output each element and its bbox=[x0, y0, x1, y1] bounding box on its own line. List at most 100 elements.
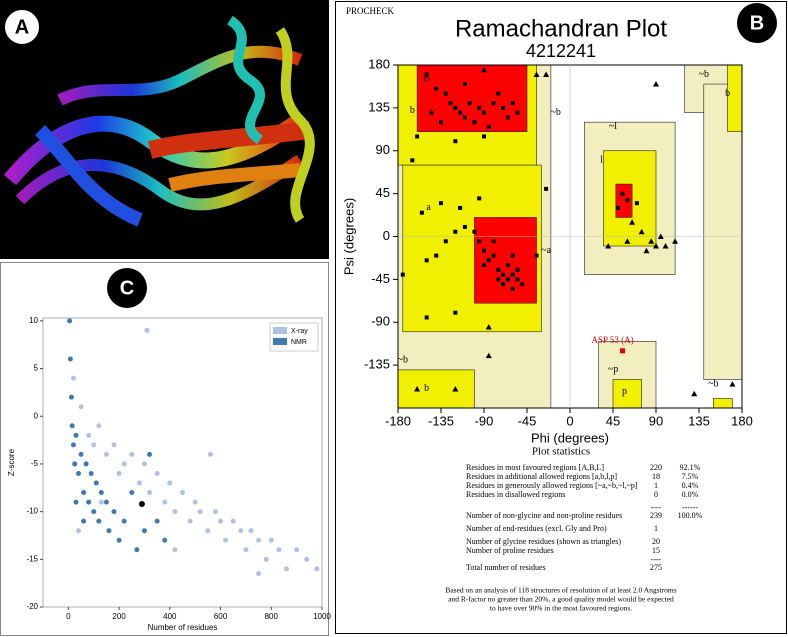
residue-point bbox=[434, 86, 439, 91]
stats-label: Residues in generously allowed regions [… bbox=[466, 481, 638, 490]
y-tick-label: 0 bbox=[34, 411, 39, 420]
legend-swatch bbox=[273, 327, 287, 334]
data-point bbox=[197, 509, 203, 515]
allowed-region bbox=[397, 369, 475, 409]
data-point bbox=[283, 566, 289, 572]
residue-point bbox=[462, 115, 467, 120]
stats-count: 1 bbox=[654, 524, 658, 533]
data-point bbox=[103, 499, 109, 505]
residue-point bbox=[443, 91, 448, 96]
glycine-point bbox=[662, 243, 669, 249]
data-point bbox=[167, 480, 173, 486]
data-point bbox=[73, 432, 79, 438]
residue-point bbox=[496, 277, 501, 282]
stats-label: Number of proline residues bbox=[466, 546, 554, 555]
y-tick-label: -5 bbox=[31, 459, 39, 468]
outlier-label: ASP 53 (A) bbox=[591, 335, 633, 345]
data-point bbox=[256, 537, 262, 543]
data-point bbox=[129, 490, 135, 496]
x-tick-label: 200 bbox=[112, 612, 126, 621]
residue-point bbox=[510, 272, 515, 277]
stats-count: 1 bbox=[654, 481, 658, 490]
data-point bbox=[147, 451, 153, 457]
data-point bbox=[263, 556, 269, 562]
residue-point bbox=[472, 120, 477, 125]
y-axis-label: Z-score bbox=[7, 448, 16, 476]
data-point bbox=[73, 499, 79, 505]
y-tick-label: -15 bbox=[26, 554, 38, 563]
stats-percent: 92.1% bbox=[680, 463, 701, 472]
residue-point bbox=[510, 286, 515, 291]
data-point bbox=[180, 490, 185, 496]
data-point bbox=[192, 499, 198, 505]
x-tick-label: 1000 bbox=[313, 612, 331, 621]
residue-point bbox=[429, 110, 434, 115]
data-point bbox=[116, 537, 122, 543]
residue-point bbox=[496, 267, 501, 272]
data-point bbox=[314, 566, 320, 572]
data-point bbox=[70, 442, 76, 448]
stats-note: to have over 90% in the most favoured re… bbox=[490, 604, 632, 613]
data-point bbox=[172, 547, 178, 553]
data-point bbox=[141, 461, 147, 467]
glycine-point bbox=[414, 385, 421, 392]
glycine-point bbox=[648, 238, 655, 244]
glycine-point bbox=[605, 243, 612, 249]
data-point bbox=[223, 537, 229, 543]
residue-point bbox=[482, 248, 486, 253]
x-tick-label: -180 bbox=[385, 413, 411, 428]
data-point bbox=[230, 518, 236, 524]
glycine-point bbox=[485, 352, 492, 359]
residue-point bbox=[453, 105, 458, 110]
residue-point bbox=[482, 134, 486, 139]
residue-point bbox=[477, 196, 482, 201]
data-point bbox=[81, 518, 87, 524]
residue-point bbox=[400, 272, 405, 277]
x-axis-label: Phi (degrees) bbox=[531, 430, 609, 445]
y-tick-label: -45 bbox=[371, 271, 390, 286]
glycine-point bbox=[657, 233, 664, 239]
residue-point bbox=[534, 253, 539, 258]
y-tick-label: 45 bbox=[376, 185, 390, 200]
region-label: b bbox=[725, 88, 730, 99]
stats-percent: 7.5% bbox=[682, 472, 699, 481]
y-tick-label: 180 bbox=[368, 56, 390, 71]
data-point bbox=[86, 432, 92, 438]
residue-point bbox=[458, 205, 463, 210]
data-point bbox=[91, 442, 97, 448]
residue-point bbox=[453, 139, 458, 144]
data-point bbox=[98, 490, 104, 496]
glycine-point bbox=[624, 238, 631, 244]
residue-point bbox=[424, 315, 429, 320]
panel-label: A B C bbox=[3, 3, 777, 308]
glycine-point bbox=[653, 81, 659, 87]
residue-point bbox=[501, 282, 506, 287]
data-point bbox=[67, 318, 73, 324]
residue-point bbox=[462, 224, 467, 229]
data-point bbox=[88, 470, 94, 476]
stats-label: Number of glycine residues (shown as tri… bbox=[466, 537, 621, 546]
data-point bbox=[69, 423, 75, 429]
stats-count: 20 bbox=[652, 537, 660, 546]
x-tick-label: 45 bbox=[606, 413, 620, 428]
residue-point bbox=[424, 72, 429, 77]
x-tick-label: 90 bbox=[649, 413, 663, 428]
data-point bbox=[238, 528, 244, 534]
data-point bbox=[256, 571, 262, 577]
data-point bbox=[72, 461, 78, 467]
stats-count: 275 bbox=[650, 563, 662, 572]
residue-point bbox=[462, 82, 467, 87]
data-point bbox=[86, 499, 92, 505]
data-point bbox=[136, 480, 142, 486]
x-tick-label: -45 bbox=[518, 413, 537, 428]
data-point bbox=[276, 547, 282, 553]
y-tick-label: 135 bbox=[368, 99, 390, 114]
data-point bbox=[111, 509, 117, 515]
residue-point bbox=[620, 191, 625, 196]
residue-point bbox=[458, 110, 463, 115]
data-point bbox=[205, 528, 211, 534]
y-tick-label: 5 bbox=[34, 364, 39, 373]
residue-point bbox=[424, 258, 429, 263]
x-tick-label: 800 bbox=[265, 612, 279, 621]
glycine-point bbox=[533, 71, 540, 78]
